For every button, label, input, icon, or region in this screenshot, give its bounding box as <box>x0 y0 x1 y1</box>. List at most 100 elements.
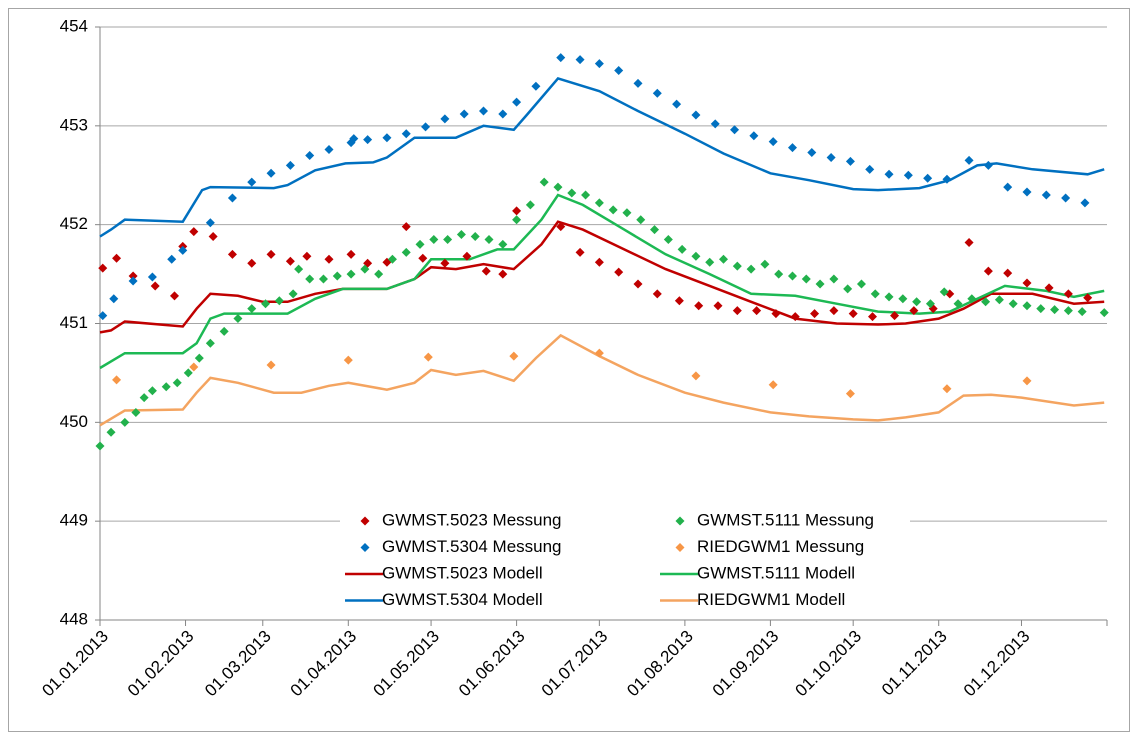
data-point <box>1022 278 1032 288</box>
data-point <box>1063 306 1073 316</box>
data-point <box>843 284 853 294</box>
data-point <box>845 156 855 166</box>
y-tick-label: 454 <box>60 16 88 35</box>
data-point <box>942 174 952 184</box>
data-point <box>553 182 563 192</box>
data-point <box>531 81 541 91</box>
data-point <box>139 393 149 403</box>
data-point <box>622 208 632 218</box>
data-point <box>128 271 138 281</box>
data-point <box>470 232 480 242</box>
data-point <box>1077 307 1087 317</box>
data-point <box>440 258 450 268</box>
data-point <box>710 119 720 129</box>
data-point <box>953 299 963 309</box>
series-line <box>99 193 1105 370</box>
data-point <box>178 245 188 255</box>
data-point <box>674 296 684 306</box>
data-point <box>925 299 935 309</box>
data-point <box>349 134 359 144</box>
data-point <box>650 225 660 235</box>
data-point <box>730 125 740 135</box>
data-point <box>98 263 108 273</box>
legend-label: RIEDGWM1 Messung <box>697 537 864 556</box>
data-point <box>324 145 334 155</box>
data-point <box>443 234 453 244</box>
data-point <box>498 109 508 119</box>
data-point <box>498 269 508 279</box>
data-point <box>652 88 662 98</box>
data-point <box>343 355 353 365</box>
data-point <box>387 254 397 264</box>
data-point <box>429 234 439 244</box>
data-point <box>285 160 295 170</box>
data-point <box>594 348 604 358</box>
data-point <box>909 306 919 316</box>
legend-marker <box>360 543 370 552</box>
data-point <box>556 53 566 63</box>
data-point <box>691 251 701 261</box>
data-point <box>363 135 373 145</box>
data-point <box>719 254 729 264</box>
data-point <box>884 292 894 302</box>
data-point <box>732 306 742 316</box>
data-point <box>247 258 257 268</box>
data-point <box>302 251 312 261</box>
data-point <box>768 137 778 147</box>
data-point <box>677 244 687 254</box>
series-line <box>99 333 1105 427</box>
data-point <box>1008 299 1018 309</box>
data-point <box>1036 304 1046 314</box>
y-tick-label: 451 <box>60 313 88 332</box>
data-point <box>324 254 334 264</box>
data-point <box>150 281 160 291</box>
data-point <box>147 386 157 396</box>
data-point <box>983 160 993 170</box>
data-point <box>810 309 820 319</box>
data-point <box>556 222 566 232</box>
data-point <box>112 375 122 385</box>
data-point <box>912 297 922 307</box>
data-point <box>294 264 304 274</box>
data-point <box>1083 293 1093 303</box>
data-point <box>161 382 171 392</box>
data-point <box>691 110 701 120</box>
legend-marker <box>360 516 370 526</box>
data-point <box>567 188 577 198</box>
data-point <box>790 312 800 322</box>
data-point <box>401 222 411 232</box>
data-point <box>614 65 624 75</box>
data-point <box>266 360 276 370</box>
data-point <box>713 301 723 311</box>
legend-marker <box>675 516 685 526</box>
data-point <box>575 55 585 65</box>
data-point <box>983 266 993 276</box>
data-point <box>608 205 618 215</box>
data-point <box>459 109 469 119</box>
data-point <box>247 304 257 314</box>
data-point <box>332 271 342 281</box>
data-point <box>575 247 585 257</box>
legend-label: GWMST.5304 Messung <box>382 537 562 556</box>
data-point <box>636 215 646 225</box>
data-point <box>106 427 116 437</box>
y-tick-label: 453 <box>60 115 88 134</box>
data-point <box>415 239 425 249</box>
data-point <box>807 148 817 158</box>
data-point <box>360 264 370 274</box>
data-point <box>898 294 908 304</box>
data-point <box>967 294 977 304</box>
data-point <box>233 314 243 324</box>
data-point <box>848 309 858 319</box>
data-point <box>261 299 271 309</box>
data-point <box>1044 283 1054 293</box>
data-point <box>285 256 295 266</box>
data-point <box>672 99 682 109</box>
y-tick-label: 448 <box>60 609 88 628</box>
legend-marker <box>675 543 685 552</box>
data-point <box>749 131 759 141</box>
series-line <box>99 220 1105 334</box>
data-point <box>440 114 450 124</box>
data-point <box>219 326 229 336</box>
data-point <box>867 312 877 322</box>
